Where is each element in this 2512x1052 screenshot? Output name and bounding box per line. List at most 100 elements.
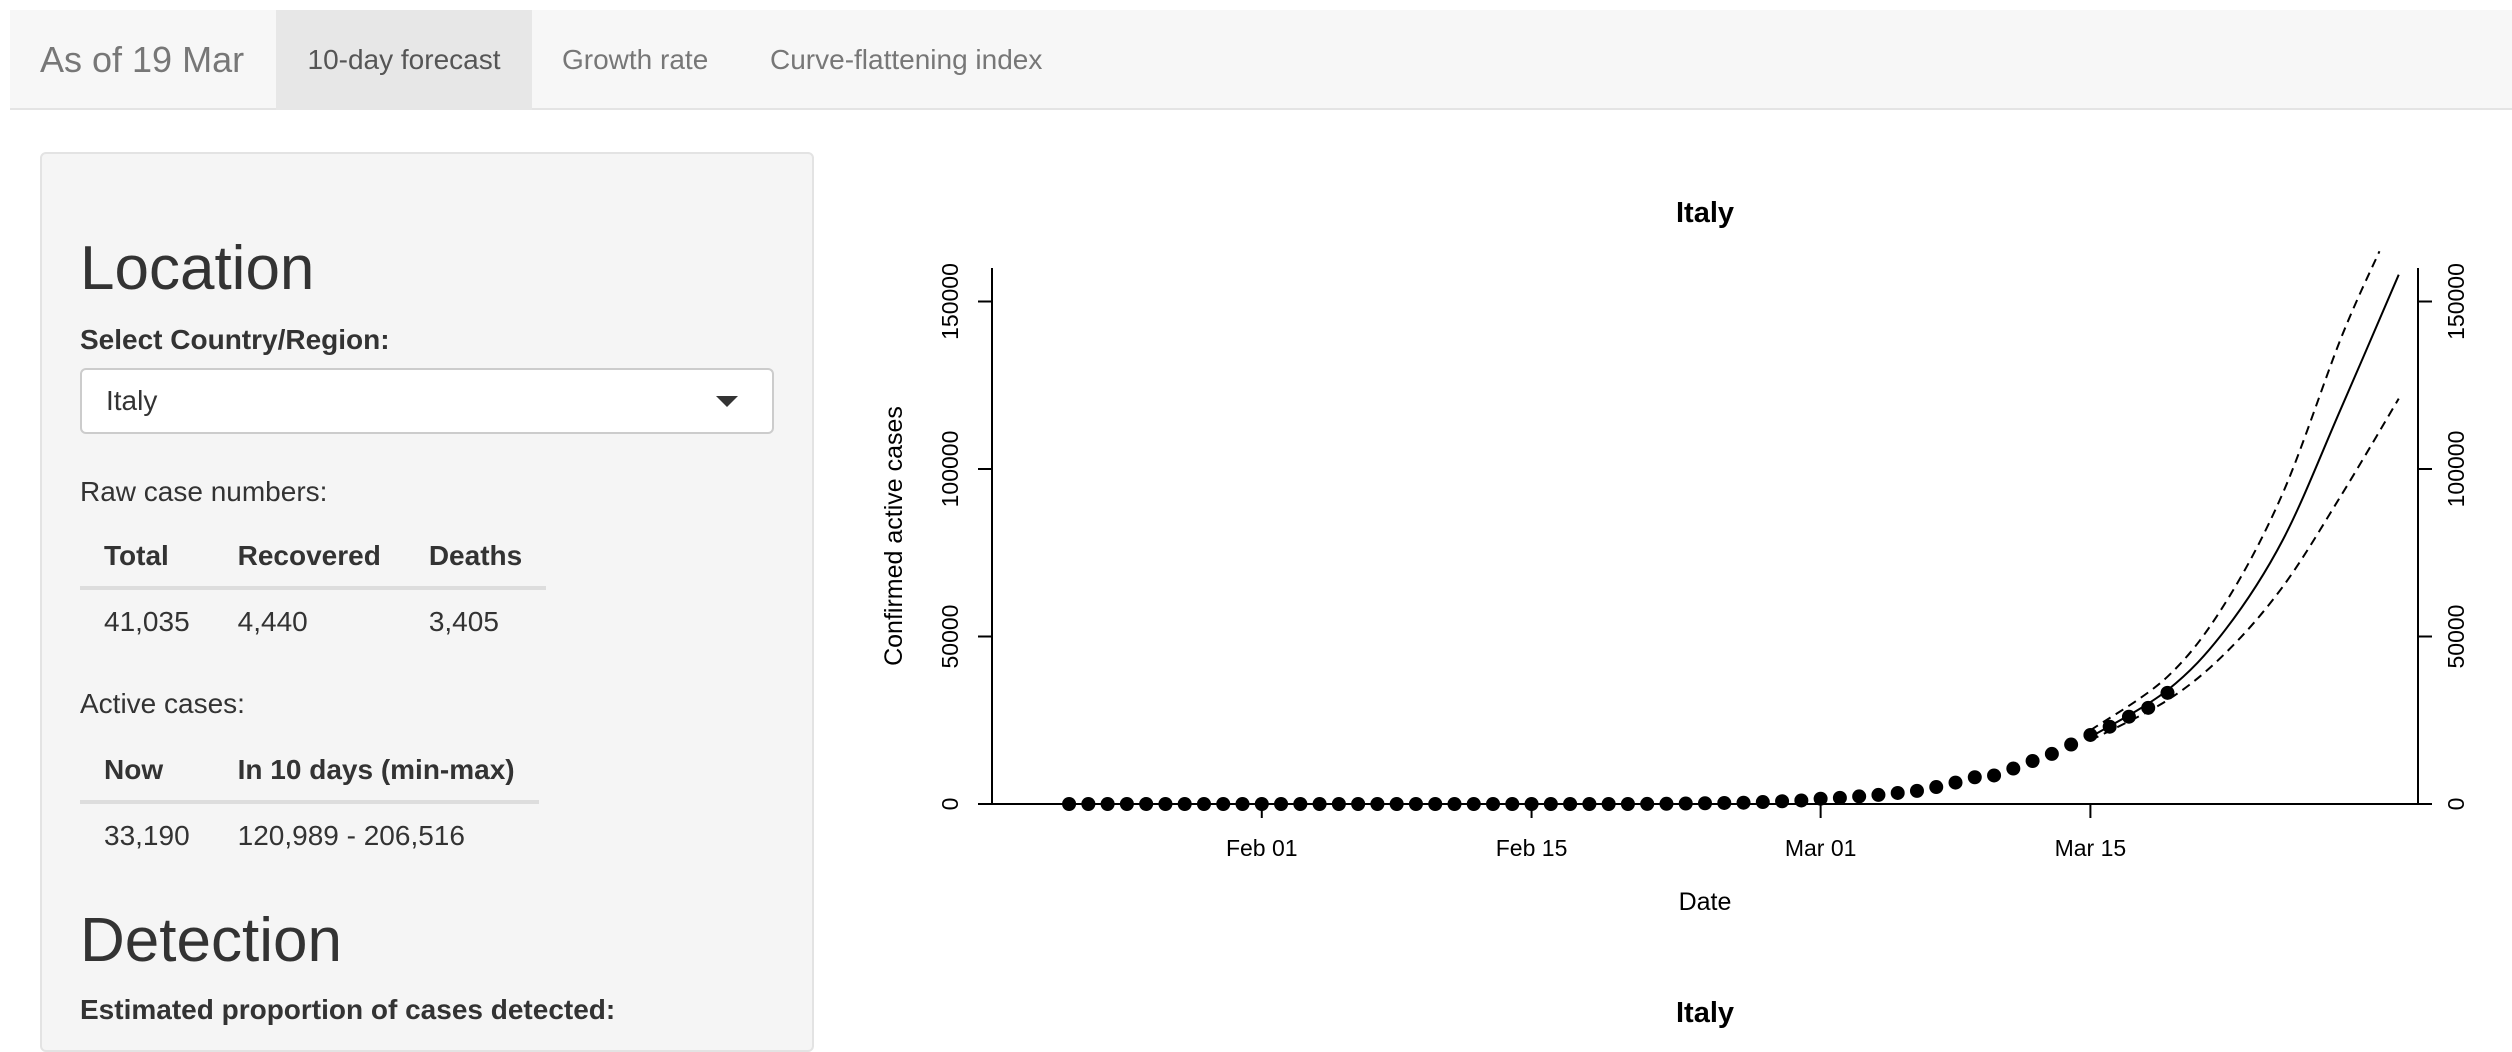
forecast-bound-line [2089,398,2400,742]
y-tick-label-left: 100000 [937,431,963,508]
data-point [1389,796,1404,811]
total-value: 41,035 [104,606,190,637]
data-point [1466,796,1481,811]
data-point [1678,796,1693,811]
tab-10-day-forecast[interactable]: 10-day forecast [276,10,532,110]
x-tick-label: Feb 01 [1226,835,1298,861]
data-point [1948,775,1963,790]
data-point [1640,796,1655,811]
data-point [2044,746,2059,761]
table-header-total: Total [80,526,214,590]
data-point [2102,719,2117,734]
y-tick-label-left: 150000 [937,263,963,340]
data-point [1890,785,1905,800]
data-point [1235,796,1250,811]
table-header-deaths: Deaths [404,526,547,590]
data-point [2064,737,2079,752]
table-header-now: Now [80,740,214,804]
raw-case-numbers-label: Raw case numbers: [80,476,328,507]
deaths-value: 3,405 [428,606,499,637]
forecast-line [2089,274,2400,738]
data-point [1351,796,1366,811]
tab-growth-rate[interactable]: Growth rate [562,44,709,75]
active-cases-table: Now In 10 days (min-max) 33,190 120,989 … [80,740,539,868]
data-point [1909,783,1924,798]
data-point [1081,797,1096,811]
data-point [1929,780,1944,795]
data-point [1428,796,1443,811]
data-point [1543,796,1558,811]
data-point [1563,796,1578,811]
y-tick-label-right: 150000 [2443,263,2469,340]
data-point [1832,790,1847,805]
y-axis-label: Confirmed active cases [880,406,908,666]
data-point [1062,797,1077,811]
data-point [1601,796,1616,811]
active-forecast-value: 120,989 - 206,516 [237,820,465,851]
data-point [2083,727,2098,742]
data-point [1312,796,1327,811]
navbar-brand[interactable]: As of 19 Mar [40,39,245,80]
y-tick-label-right: 50000 [2443,605,2469,669]
data-point [1505,796,1520,811]
y-tick-label-right: 0 [2443,798,2469,811]
data-point [2121,709,2136,724]
data-point [2160,685,2175,700]
data-point [1967,770,1982,785]
data-point [1331,796,1346,811]
data-point [1158,797,1173,811]
forecast-chart: Italy 0 0 50000 50000 100000 100000 150000 15000… [880,197,2469,1029]
tab-curve-flattening-index[interactable]: Curve-flattening index [770,44,1043,75]
data-point [1447,796,1462,811]
data-point [1659,796,1674,811]
location-heading: Location [80,234,315,303]
second-chart-title: Italy [1676,997,1734,1029]
data-point [1871,787,1886,802]
data-point [1736,795,1751,810]
forecast-chart-area: Italy 0 0 50000 50000 100000 100000 150000 15000… [860,150,2512,1040]
detection-proportion-label: Estimated proportion of cases detected: [80,994,616,1025]
y-tick-label-right: 100000 [2443,431,2469,508]
active-cases-label: Active cases: [80,688,245,719]
select-country-label: Select Country/Region: [80,324,390,355]
data-point [1100,797,1115,811]
data-point [1139,797,1154,811]
data-point [1196,797,1211,811]
y-tick-label-left: 50000 [937,605,963,669]
data-point [1274,796,1289,811]
data-point [2141,700,2156,715]
forecast-bound-line [2089,250,2381,732]
data-point [1620,796,1635,811]
data-point [1582,796,1597,811]
country-select[interactable]: Italy [80,368,774,434]
data-point [1987,768,2002,783]
data-point [1698,796,1712,811]
x-tick-label: Feb 15 [1496,835,1568,861]
recovered-value: 4,440 [237,606,308,637]
data-point [1216,797,1231,811]
x-tick-label: Mar 01 [1785,835,1857,861]
data-point [1717,795,1732,810]
data-point [1119,797,1134,811]
detection-heading: Detection [80,906,342,975]
table-header-recovered: Recovered [213,526,405,590]
active-now-value: 33,190 [104,820,190,851]
data-point [1293,796,1308,811]
country-select-value: Italy [106,385,158,416]
data-point [1524,796,1539,811]
x-tick-label: Mar 15 [2055,835,2127,861]
data-point [1794,793,1809,808]
raw-case-table: Total Recovered Deaths 41,035 4,440 3,40… [80,526,547,654]
data-point [1755,795,1770,810]
data-point [1408,796,1423,811]
data-point [2025,753,2040,768]
data-point [1254,796,1269,811]
x-axis-label: Date [1679,888,1732,916]
data-point [1852,789,1867,804]
data-point [1486,796,1501,811]
chart-title: Italy [1676,197,1734,229]
data-point [1813,791,1828,806]
data-point [2006,761,2021,776]
data-point [1177,797,1192,811]
data-point [1775,794,1790,809]
